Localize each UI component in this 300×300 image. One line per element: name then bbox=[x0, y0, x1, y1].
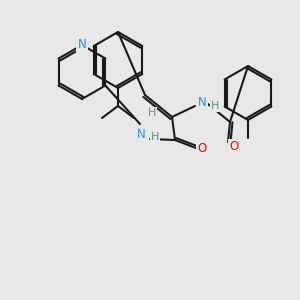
Text: N: N bbox=[78, 38, 86, 52]
Text: O: O bbox=[197, 142, 207, 154]
Text: H: H bbox=[151, 132, 159, 142]
Text: N: N bbox=[136, 128, 146, 140]
Text: N: N bbox=[198, 97, 206, 110]
Text: H: H bbox=[148, 108, 156, 118]
Text: O: O bbox=[230, 140, 238, 154]
Text: H: H bbox=[211, 101, 219, 111]
